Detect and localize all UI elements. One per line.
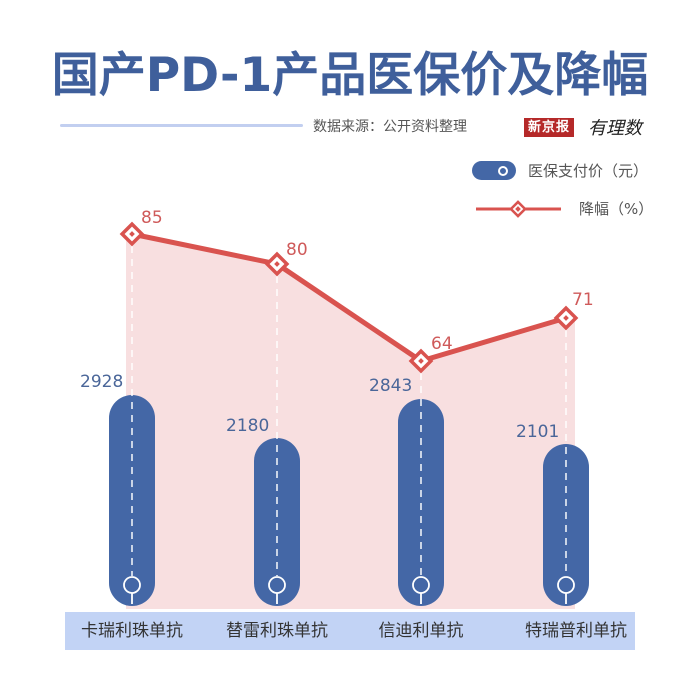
bar-2: [254, 438, 300, 606]
drop-label-1: 85: [141, 208, 163, 228]
legend-label-drop: 降幅（%）: [579, 200, 654, 218]
drop-label-2: 80: [286, 240, 308, 260]
column-logo: 有理数: [588, 118, 642, 138]
legend-label-price: 医保支付价（元）: [528, 162, 649, 180]
drop-area: [126, 234, 575, 609]
x-axis-label-3: 信迪利单抗: [378, 621, 464, 641]
bar-1: [109, 395, 155, 606]
price-label-1: 2928: [80, 372, 124, 392]
x-axis-label-4: 特瑞普利单抗: [525, 621, 627, 641]
publisher-logo: 新京报: [524, 118, 575, 137]
price-label-2: 2180: [226, 416, 270, 436]
x-axis-band: [65, 612, 635, 650]
bar-swatch-icon: [472, 161, 516, 180]
bar-3: [398, 399, 444, 606]
x-axis-label-1: 卡瑞利珠单抗: [81, 621, 183, 641]
data-source: 数据来源：公开资料整理: [313, 119, 467, 135]
legend-item-drop: 降幅（%）: [472, 198, 653, 219]
drop-label-3: 64: [431, 334, 453, 354]
x-axis-label-2: 替雷利珠单抗: [226, 621, 328, 641]
title-divider: [60, 124, 303, 127]
chart-title: 国产PD-1产品医保价及降幅: [51, 48, 649, 103]
line-swatch-icon: [472, 199, 565, 219]
drop-line: [131, 231, 567, 364]
drop-label-4: 71: [572, 290, 594, 310]
price-label-4: 2101: [516, 422, 560, 442]
price-label-3: 2843: [369, 376, 413, 396]
drop-markers: [119, 221, 579, 374]
legend-item-price: 医保支付价（元）: [472, 160, 648, 181]
